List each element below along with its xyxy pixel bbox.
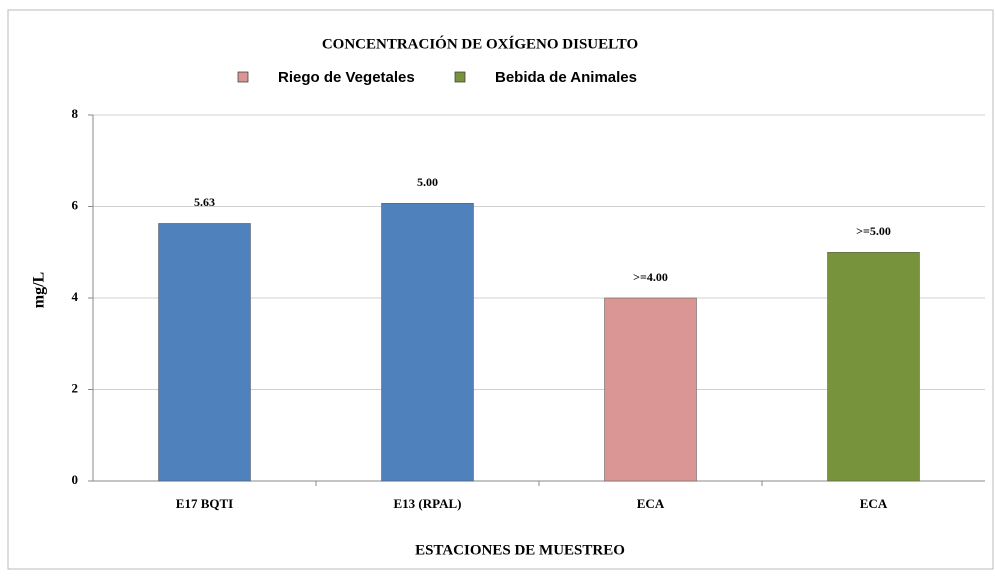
x-axis-label: ESTACIONES DE MUESTREO	[415, 542, 625, 558]
y-axis-label: mg/L	[31, 272, 48, 308]
bar	[381, 203, 474, 482]
annotation: 5.63	[194, 195, 215, 209]
bar	[827, 252, 920, 482]
x-tick-label: ECA	[860, 496, 888, 511]
y-tick-label: 2	[72, 380, 79, 395]
x-tick-label: E17 BQTI	[176, 496, 233, 511]
y-tick-label: 6	[72, 197, 79, 212]
annotation: >=5.00	[856, 224, 891, 238]
legend-label: Bebida de Animales	[495, 69, 637, 86]
x-tick-label: E13 (RPAL)	[393, 496, 461, 511]
x-tick-label: ECA	[637, 496, 665, 511]
annotation: 5.00	[417, 175, 438, 189]
legend-label: Riego de Vegetales	[278, 69, 415, 86]
legend-swatch	[454, 71, 466, 83]
legend-swatch	[237, 71, 249, 83]
bar	[158, 223, 251, 482]
y-tick-label: 4	[72, 289, 79, 304]
chart-title: CONCENTRACIÓN DE OXÍGENO DISUELTO	[322, 35, 638, 52]
y-tick-label: 8	[72, 106, 79, 121]
bar	[604, 297, 697, 482]
y-tick-label: 0	[72, 472, 79, 487]
annotation: >=4.00	[633, 270, 668, 284]
